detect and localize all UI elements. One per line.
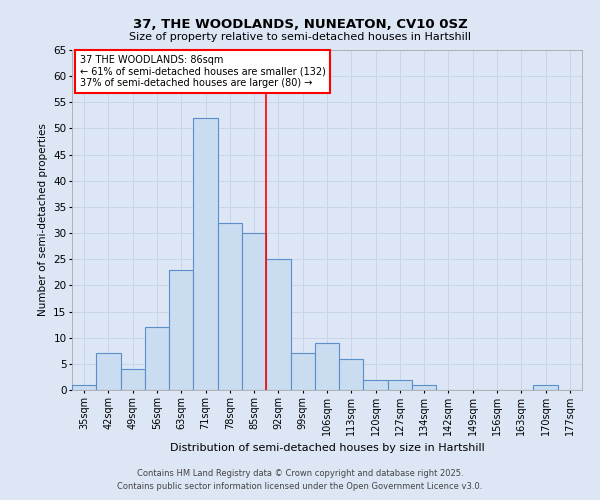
Bar xyxy=(290,354,315,390)
Bar xyxy=(533,385,558,390)
Bar xyxy=(412,385,436,390)
Bar xyxy=(242,233,266,390)
Bar xyxy=(169,270,193,390)
X-axis label: Distribution of semi-detached houses by size in Hartshill: Distribution of semi-detached houses by … xyxy=(170,444,484,454)
Bar xyxy=(72,385,96,390)
Bar xyxy=(364,380,388,390)
Bar xyxy=(218,222,242,390)
Y-axis label: Number of semi-detached properties: Number of semi-detached properties xyxy=(38,124,47,316)
Text: 37 THE WOODLANDS: 86sqm
← 61% of semi-detached houses are smaller (132)
37% of s: 37 THE WOODLANDS: 86sqm ← 61% of semi-de… xyxy=(80,55,326,88)
Bar xyxy=(315,343,339,390)
Bar xyxy=(388,380,412,390)
Bar xyxy=(121,369,145,390)
Bar xyxy=(193,118,218,390)
Bar xyxy=(96,354,121,390)
Bar xyxy=(266,259,290,390)
Text: Contains HM Land Registry data © Crown copyright and database right 2025.
Contai: Contains HM Land Registry data © Crown c… xyxy=(118,470,482,491)
Bar xyxy=(339,358,364,390)
Bar xyxy=(145,327,169,390)
Text: Size of property relative to semi-detached houses in Hartshill: Size of property relative to semi-detach… xyxy=(129,32,471,42)
Text: 37, THE WOODLANDS, NUNEATON, CV10 0SZ: 37, THE WOODLANDS, NUNEATON, CV10 0SZ xyxy=(133,18,467,30)
